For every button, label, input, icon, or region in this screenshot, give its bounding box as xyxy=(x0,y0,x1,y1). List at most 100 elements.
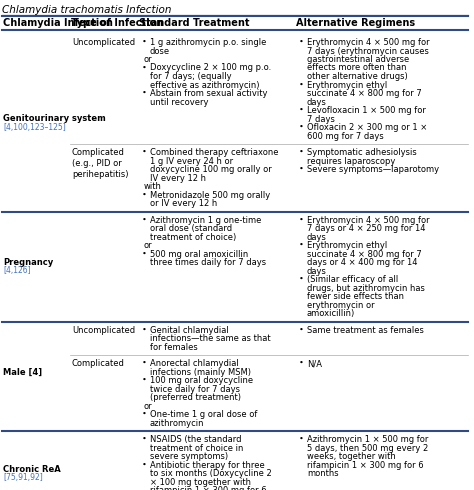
Text: erythromycin or: erythromycin or xyxy=(307,300,374,310)
Text: NSAIDS (the standard: NSAIDS (the standard xyxy=(150,435,241,444)
Text: infections (mainly MSM): infections (mainly MSM) xyxy=(150,368,251,376)
Text: requires laparoscopy: requires laparoscopy xyxy=(307,156,395,166)
Text: or: or xyxy=(144,401,153,411)
Text: •: • xyxy=(299,359,304,367)
Text: Abstain from sexual activity: Abstain from sexual activity xyxy=(150,89,267,98)
Text: 7 days: 7 days xyxy=(307,115,335,123)
Text: to six months (Doxycycline 2: to six months (Doxycycline 2 xyxy=(150,469,272,478)
Text: •: • xyxy=(299,216,304,223)
Text: Genitourinary system: Genitourinary system xyxy=(3,114,106,123)
Text: 5 days, then 500 mg every 2: 5 days, then 500 mg every 2 xyxy=(307,443,428,452)
Text: days or 4 × 400 mg for 14: days or 4 × 400 mg for 14 xyxy=(307,258,418,267)
Text: Erythromycin ethyl: Erythromycin ethyl xyxy=(307,80,387,90)
Text: 7 days (erythromycin causes: 7 days (erythromycin causes xyxy=(307,47,429,55)
Text: •: • xyxy=(299,106,304,114)
Text: Azithromycin 1 × 500 mg for: Azithromycin 1 × 500 mg for xyxy=(307,435,428,444)
Text: effective as azithromycin): effective as azithromycin) xyxy=(150,80,259,90)
Text: other alternative drugs): other alternative drugs) xyxy=(307,72,408,81)
Text: •: • xyxy=(142,249,147,258)
Text: Anorectal chlamydial: Anorectal chlamydial xyxy=(150,359,239,368)
Text: •: • xyxy=(299,165,304,173)
Text: succinate 4 × 800 mg for 7: succinate 4 × 800 mg for 7 xyxy=(307,89,422,98)
Text: rifampicin 1 × 300 mg for 6: rifampicin 1 × 300 mg for 6 xyxy=(150,486,266,490)
Text: azithromycin: azithromycin xyxy=(150,418,204,427)
Text: days: days xyxy=(307,232,327,242)
Text: for 7 days; (equally: for 7 days; (equally xyxy=(150,72,232,81)
Text: •: • xyxy=(299,148,304,156)
Text: Ofloxacin 2 × 300 mg or 1 ×: Ofloxacin 2 × 300 mg or 1 × xyxy=(307,123,427,132)
Text: Erythromycin 4 × 500 mg for: Erythromycin 4 × 500 mg for xyxy=(307,216,429,224)
Text: •: • xyxy=(142,89,147,97)
Text: Erythromycin 4 × 500 mg for: Erythromycin 4 × 500 mg for xyxy=(307,38,429,47)
Text: months: months xyxy=(307,469,338,478)
Text: Erythromycin ethyl: Erythromycin ethyl xyxy=(307,241,387,250)
Text: three times daily for 7 days: three times daily for 7 days xyxy=(150,258,266,267)
Text: Severe symptoms—laparotomy: Severe symptoms—laparotomy xyxy=(307,165,439,174)
Text: Complicated
(e.g., PID or
perihepatitis): Complicated (e.g., PID or perihepatitis) xyxy=(72,148,128,179)
Text: fewer side effects than: fewer side effects than xyxy=(307,292,404,301)
Text: Uncomplicated: Uncomplicated xyxy=(72,325,135,335)
Text: •: • xyxy=(142,325,147,334)
Text: gastrointestinal adverse: gastrointestinal adverse xyxy=(307,55,409,64)
Text: weeks, together with: weeks, together with xyxy=(307,452,396,461)
Text: (Similar efficacy of all: (Similar efficacy of all xyxy=(307,275,398,284)
Text: 500 mg oral amoxicillin: 500 mg oral amoxicillin xyxy=(150,249,248,259)
Text: severe symptoms): severe symptoms) xyxy=(150,452,228,461)
Text: 100 mg oral doxycycline: 100 mg oral doxycycline xyxy=(150,376,253,385)
Text: amoxicillin): amoxicillin) xyxy=(307,309,355,318)
Text: [4,126]: [4,126] xyxy=(3,266,31,275)
Text: •: • xyxy=(299,38,304,46)
Text: succinate 4 × 800 mg for 7: succinate 4 × 800 mg for 7 xyxy=(307,249,422,259)
Text: •: • xyxy=(142,410,147,418)
Bar xyxy=(2,16,468,30)
Text: 1 g IV every 24 h or: 1 g IV every 24 h or xyxy=(150,156,233,166)
Text: 600 mg for 7 days: 600 mg for 7 days xyxy=(307,131,384,141)
Text: •: • xyxy=(142,461,147,468)
Text: N/A: N/A xyxy=(307,359,322,368)
Text: •: • xyxy=(142,191,147,198)
Text: 1 g azithromycin p.o. single: 1 g azithromycin p.o. single xyxy=(150,38,266,47)
Text: •: • xyxy=(142,359,147,367)
Text: days: days xyxy=(307,98,327,106)
Text: Same treatment as females: Same treatment as females xyxy=(307,325,424,335)
Text: × 100 mg together with: × 100 mg together with xyxy=(150,477,251,487)
Text: drugs, but azithromycin has: drugs, but azithromycin has xyxy=(307,284,425,293)
Text: Combined therapy ceftriaxone: Combined therapy ceftriaxone xyxy=(150,148,279,157)
Text: •: • xyxy=(142,435,147,443)
Text: or: or xyxy=(144,241,153,250)
Text: Azithromycin 1 g one-time: Azithromycin 1 g one-time xyxy=(150,216,261,224)
Text: Doxycycline 2 × 100 mg p.o.: Doxycycline 2 × 100 mg p.o. xyxy=(150,64,271,73)
Text: Chronic ReA: Chronic ReA xyxy=(3,465,61,473)
Text: Type of Infection: Type of Infection xyxy=(71,18,163,28)
Text: •: • xyxy=(142,38,147,46)
Text: for females: for females xyxy=(150,343,198,351)
Text: Pregnancy: Pregnancy xyxy=(3,258,53,267)
Text: or IV every 12 h: or IV every 12 h xyxy=(150,199,217,208)
Text: Alternative Regimens: Alternative Regimens xyxy=(296,18,415,28)
Text: One-time 1 g oral dose of: One-time 1 g oral dose of xyxy=(150,410,257,419)
Text: Antibiotic therapy for three: Antibiotic therapy for three xyxy=(150,461,265,469)
Text: days: days xyxy=(307,267,327,275)
Text: dose: dose xyxy=(150,47,170,55)
Text: rifampicin 1 × 300 mg for 6: rifampicin 1 × 300 mg for 6 xyxy=(307,461,424,469)
Text: [4,100,123–125]: [4,100,123–125] xyxy=(3,122,66,131)
Text: Chlamydia Infection: Chlamydia Infection xyxy=(3,18,113,28)
Text: effects more often than: effects more often than xyxy=(307,64,407,73)
Text: •: • xyxy=(142,376,147,384)
Text: [75,91,92]: [75,91,92] xyxy=(3,473,43,482)
Text: •: • xyxy=(299,241,304,249)
Text: 7 days or 4 × 250 mg for 14: 7 days or 4 × 250 mg for 14 xyxy=(307,224,426,233)
Text: •: • xyxy=(142,64,147,72)
Text: doxycycline 100 mg orally or: doxycycline 100 mg orally or xyxy=(150,165,272,174)
Text: until recovery: until recovery xyxy=(150,98,209,106)
Text: (preferred treatment): (preferred treatment) xyxy=(150,393,241,402)
Text: IV every 12 h: IV every 12 h xyxy=(150,173,206,182)
Text: or: or xyxy=(144,55,153,64)
Text: treatment of choice): treatment of choice) xyxy=(150,232,236,242)
Text: •: • xyxy=(299,275,304,283)
Text: with: with xyxy=(144,182,162,191)
Text: •: • xyxy=(142,216,147,223)
Text: Symptomatic adhesiolysis: Symptomatic adhesiolysis xyxy=(307,148,417,157)
Text: treatment of choice in: treatment of choice in xyxy=(150,443,243,452)
Text: •: • xyxy=(299,80,304,89)
